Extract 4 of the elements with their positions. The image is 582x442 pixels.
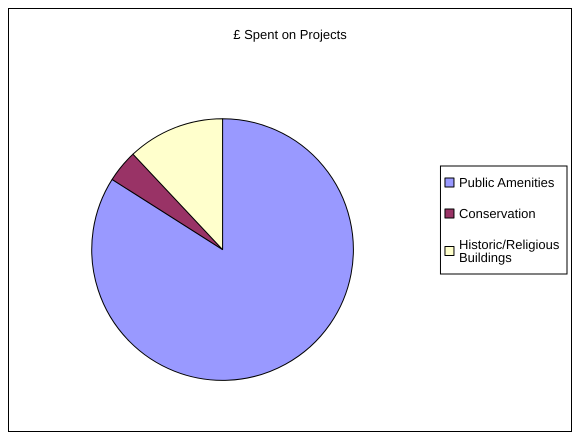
legend-label: Conservation — [458, 206, 536, 221]
chart-title: £ Spent on Projects — [233, 27, 348, 42]
legend-label: Historic/Religious Buildings — [458, 237, 564, 265]
legend-label: Public Amenities — [458, 175, 555, 190]
